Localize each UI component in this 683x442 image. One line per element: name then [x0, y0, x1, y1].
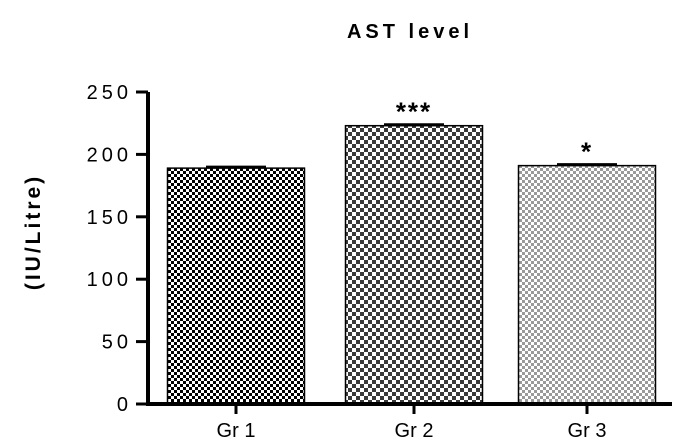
bars: **** [166, 96, 657, 405]
y-tick-label: 150 [87, 207, 132, 229]
bar-gr-2 [344, 124, 484, 405]
y-tick-label: 100 [87, 269, 132, 291]
x-tick-label: Gr 3 [568, 420, 607, 442]
bar-gr-3 [517, 164, 657, 405]
x-tick-label: Gr 2 [395, 420, 434, 442]
y-tick-label: 0 [117, 394, 132, 416]
y-tick-label: 200 [87, 144, 132, 166]
y-axis-label: (IU/Litre) [22, 174, 45, 290]
chart-title: AST level [347, 21, 473, 43]
y-tick-label: 250 [87, 82, 132, 104]
significance-label: * [581, 136, 593, 166]
y-axis-ticks: 0 50 100 150 200 250 [87, 82, 148, 416]
x-axis-ticks: Gr 1 Gr 2 Gr 3 [217, 404, 607, 442]
significance-label: *** [396, 96, 432, 126]
bar-gr-1 [166, 167, 306, 405]
x-tick-label: Gr 1 [217, 420, 256, 442]
y-tick-label: 50 [102, 332, 132, 354]
